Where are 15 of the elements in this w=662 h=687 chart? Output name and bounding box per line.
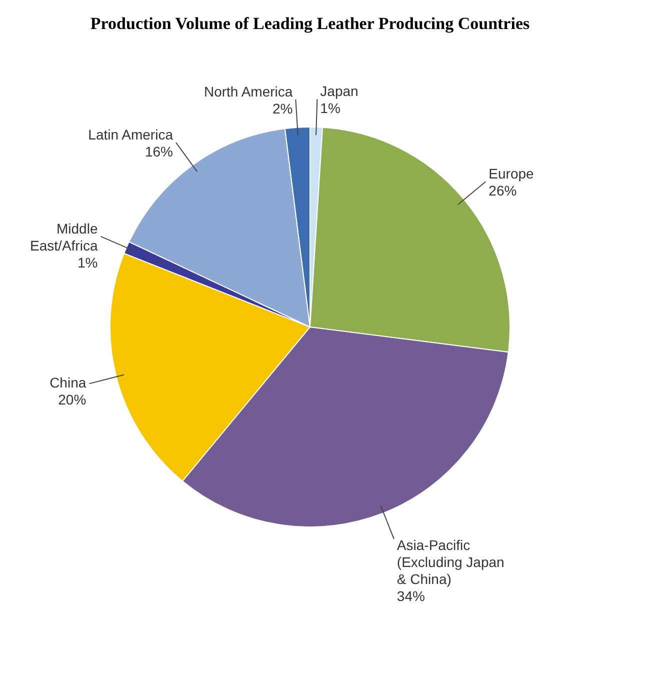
data-label: 1% xyxy=(320,100,340,116)
data-label: 34% xyxy=(396,588,425,604)
slice-label: China xyxy=(50,374,86,391)
slice-label: Japan xyxy=(320,83,358,100)
slice-label: North America xyxy=(204,83,293,100)
data-label: 2% xyxy=(272,100,293,116)
data-label: 1% xyxy=(78,254,98,270)
slice-label: Europe xyxy=(488,166,534,182)
slice-label: Latin America xyxy=(88,126,174,143)
data-label: 16% xyxy=(144,144,173,160)
chart-title: Production Volume of Leading Leather Producing Countries xyxy=(90,14,530,33)
data-label: 26% xyxy=(488,182,517,199)
data-label: 20% xyxy=(58,392,86,408)
slice-label: Middle East/Africa xyxy=(30,220,98,254)
slice-label: Asia-Pacific (Excluding Japan & China) xyxy=(396,536,504,587)
